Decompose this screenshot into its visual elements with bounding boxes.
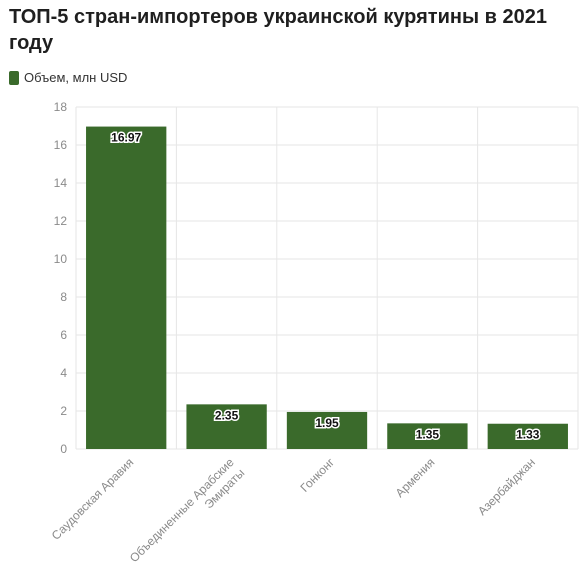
y-tick-label: 16 <box>54 138 68 152</box>
x-tick-label: Саудовская Аравия <box>49 455 137 543</box>
data-label: 2.35 <box>215 408 239 422</box>
x-tick-label: Армения <box>393 455 438 500</box>
data-label: 1.33 <box>516 428 540 442</box>
x-tick-label: Азербайджан <box>475 455 538 518</box>
bar <box>387 423 468 449</box>
x-tick-label: Объединенные АрабскиеЭмираты <box>127 455 248 575</box>
x-tick-label: Гонконг <box>297 455 337 495</box>
y-tick-label: 12 <box>54 214 68 228</box>
x-tick-label-line: Армения <box>393 455 438 500</box>
bar <box>487 423 568 449</box>
y-tick-label: 18 <box>54 100 68 114</box>
x-tick-label-line: Объединенные Арабские <box>127 455 237 565</box>
legend: Объем, млн USD <box>9 70 127 85</box>
legend-label: Объем, млн USD <box>24 70 128 85</box>
bar <box>286 411 368 449</box>
data-label: 16.97 <box>111 131 141 145</box>
legend-swatch <box>9 70 19 85</box>
y-tick-label: 4 <box>60 366 67 380</box>
data-label: 1.95 <box>315 416 339 430</box>
x-tick-label-line: Гонконг <box>297 455 337 495</box>
bar <box>86 126 167 449</box>
x-tick-label-line: Саудовская Аравия <box>49 455 137 543</box>
y-tick-label: 6 <box>60 328 67 342</box>
y-tick-label: 8 <box>60 290 67 304</box>
x-tick-label-line: Азербайджан <box>475 455 538 518</box>
bar-layer <box>86 126 568 449</box>
chart-title: ТОП-5 стран-импортеров украинской куряти… <box>9 6 547 54</box>
y-tick-label: 14 <box>54 176 68 190</box>
bar <box>186 404 267 449</box>
y-tick-label: 0 <box>60 442 67 456</box>
data-label: 1.35 <box>416 427 440 441</box>
y-tick-label: 10 <box>54 252 68 266</box>
y-tick-label: 2 <box>60 404 67 418</box>
